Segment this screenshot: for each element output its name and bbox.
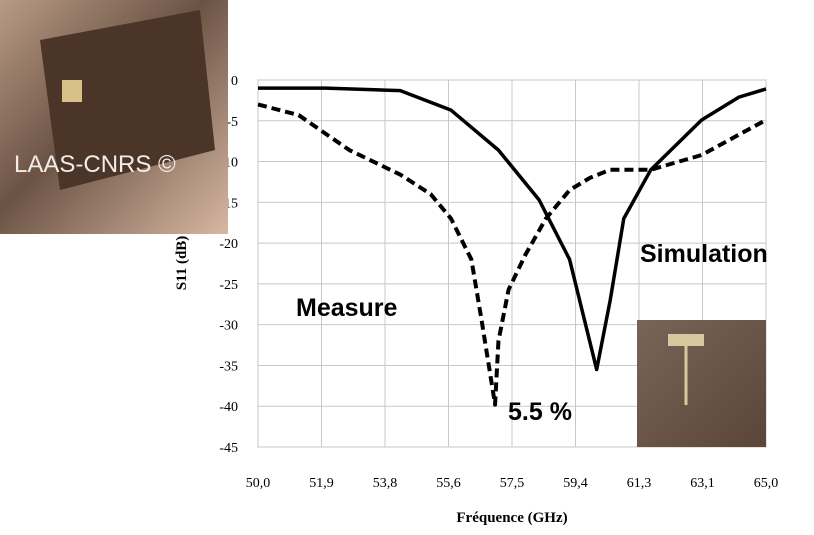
annotation: Measure: [296, 294, 398, 322]
x-tick-label: 55,6: [436, 476, 461, 491]
x-tick-label: 61,3: [627, 476, 652, 491]
antenna-patch: [62, 80, 82, 102]
x-tick-label: 57,5: [500, 476, 525, 491]
y-tick-label: -40: [219, 400, 238, 415]
y-tick-label: 0: [231, 74, 238, 89]
y-tick-label: -30: [219, 319, 238, 334]
y-tick-label: -5: [226, 115, 238, 130]
y-tick-label: -35: [219, 359, 238, 374]
y-tick-label: -25: [219, 278, 238, 293]
antenna-patch: [668, 334, 704, 346]
y-axis-title: S11 (dB): [174, 236, 190, 291]
chart: 0-5-10-15-20-25-30-35-40-4550,051,953,85…: [0, 0, 814, 535]
annotation: 5.5 %: [508, 398, 572, 426]
y-tick-label: -45: [219, 441, 238, 456]
x-tick-label: 63,1: [690, 476, 715, 491]
x-tick-label: 50,0: [246, 476, 271, 491]
y-tick-label: -20: [219, 237, 238, 252]
annotation: Simulation: [640, 240, 768, 268]
x-tick-label: 59,4: [563, 476, 588, 491]
x-tick-label: 53,8: [373, 476, 398, 491]
x-tick-label: 51,9: [309, 476, 334, 491]
x-axis-title: Fréquence (GHz): [456, 510, 567, 526]
photo-credit: LAAS-CNRS ©: [14, 151, 176, 178]
x-tick-label: 65,0: [754, 476, 779, 491]
